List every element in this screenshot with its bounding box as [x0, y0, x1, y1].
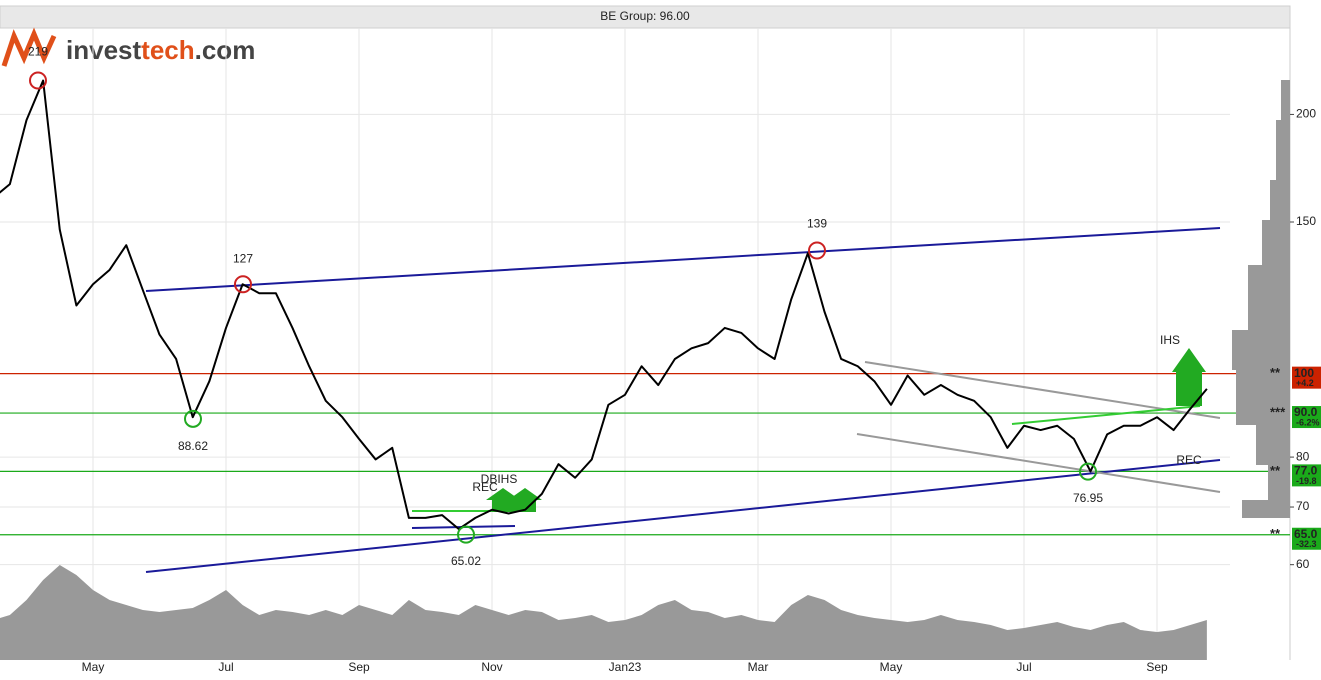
level-stars: **	[1270, 526, 1281, 541]
pivot-marker	[184, 409, 202, 428]
level-change: -32.3	[1296, 539, 1317, 549]
x-tick-label: Jan23	[609, 660, 642, 674]
pattern-label: IHS	[1160, 333, 1180, 347]
y-tick-label: 70	[1296, 499, 1310, 513]
x-tick-label: Mar	[748, 660, 769, 674]
svg-text:investtech.com: investtech.com	[66, 35, 255, 65]
x-tick-label: Nov	[481, 660, 502, 674]
chart-title: BE Group: 96.00	[600, 9, 690, 23]
level-stars: **	[1270, 365, 1281, 380]
pivot-label: 88.62	[178, 439, 208, 453]
volume-profile	[1232, 80, 1290, 518]
level-box	[1292, 406, 1321, 429]
logo: investtech.com	[1, 27, 255, 67]
trend-lines	[145, 227, 1221, 573]
pivot-marker	[29, 71, 47, 90]
x-tick-label: Sep	[348, 660, 370, 674]
pivot-label: 76.95	[1073, 491, 1103, 505]
level-stars: **	[1270, 463, 1281, 478]
logo-mark	[1, 27, 57, 67]
pivot-marker	[1079, 462, 1097, 481]
level-box	[1292, 464, 1321, 487]
level-label: 90.0	[1294, 405, 1318, 419]
logo-text: .com	[195, 35, 256, 65]
y-tick-label: 60	[1296, 557, 1310, 571]
level-label: 65.0	[1294, 527, 1318, 541]
level-box	[1292, 366, 1321, 389]
pivot-marker	[457, 525, 475, 544]
pattern-label: DBIHS	[481, 472, 518, 486]
pivot-marker	[808, 241, 826, 260]
level-stars: ***	[1270, 404, 1286, 419]
level-box	[1292, 527, 1321, 550]
x-tick-label: May	[82, 660, 105, 674]
x-tick-label: Jul	[218, 660, 233, 674]
x-tick-label: Sep	[1146, 660, 1168, 674]
level-change: -19.8	[1296, 476, 1317, 486]
pivot-label: 139	[807, 217, 827, 231]
pivot-label: 65.02	[451, 554, 481, 568]
logo-text: tech	[141, 35, 194, 65]
pivot-marker	[234, 275, 252, 294]
pivot-label: 127	[233, 251, 253, 265]
pivot-label: 219	[28, 45, 48, 59]
x-tick-label: Jul	[1016, 660, 1031, 674]
pattern-label: REC	[1176, 453, 1202, 467]
level-label: 77.0	[1294, 464, 1318, 478]
logo-text: invest	[66, 35, 141, 65]
level-label: 100	[1294, 366, 1314, 380]
volume-area	[0, 565, 1207, 660]
x-tick-label: May	[880, 660, 903, 674]
y-tick-label: 80	[1296, 449, 1310, 463]
y-tick-label: 200	[1296, 107, 1316, 121]
pattern-arrows	[486, 348, 1206, 512]
title-bar	[0, 5, 1291, 29]
pattern-label: REC	[472, 480, 498, 494]
y-tick-label: 150	[1296, 214, 1316, 228]
level-change: +4.2	[1296, 378, 1314, 388]
level-change: -6.2%	[1296, 417, 1320, 427]
